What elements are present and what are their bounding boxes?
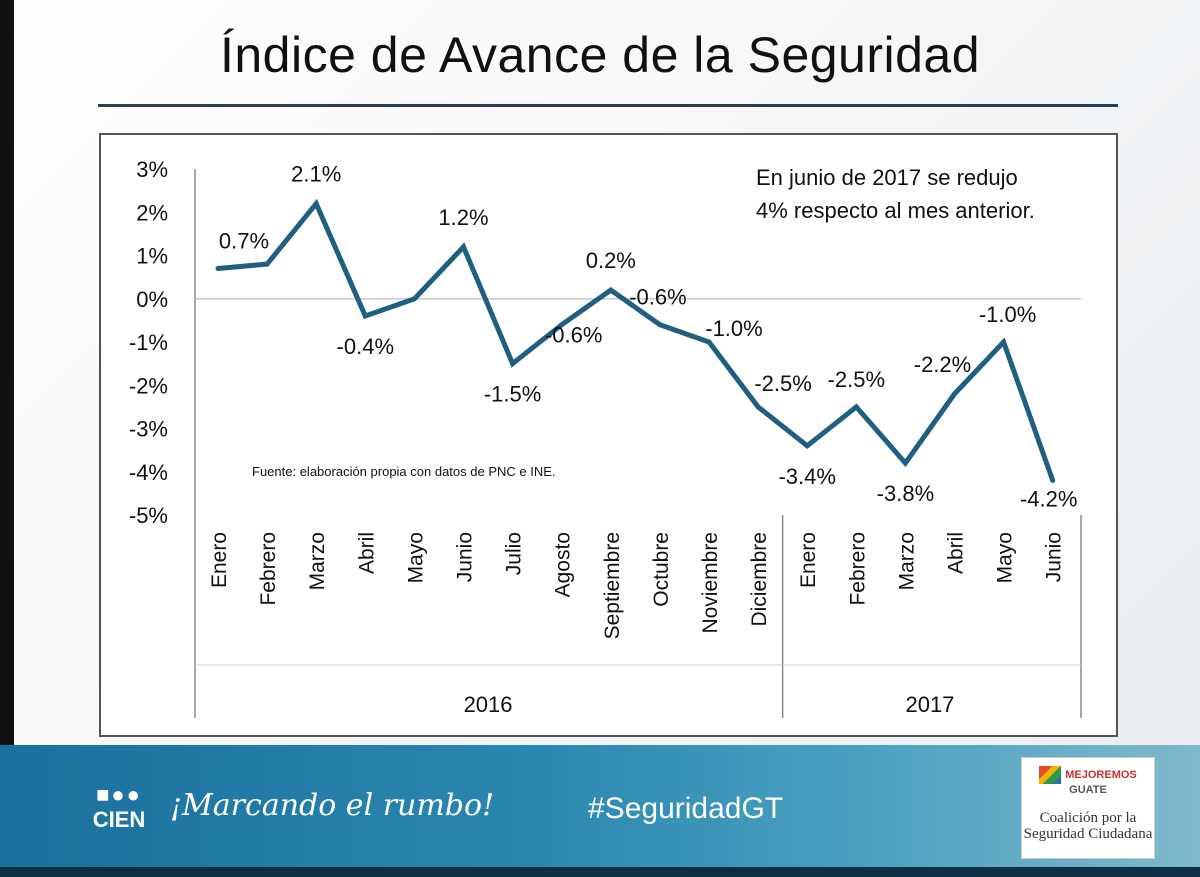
footer-bottom-strip xyxy=(0,867,1200,877)
data-point xyxy=(411,296,417,302)
data-point xyxy=(608,287,614,293)
group-label: 2017 xyxy=(905,692,954,717)
data-label: -3.4% xyxy=(778,464,835,489)
series-line xyxy=(217,198,1056,482)
data-point xyxy=(362,313,368,319)
data-label: -1.0% xyxy=(979,302,1036,327)
page-title: Índice de Avance de la Seguridad xyxy=(219,27,981,83)
cien-logo: ■●● CIEN xyxy=(82,782,156,836)
x-tick-label: Marzo xyxy=(895,532,918,590)
x-tick-label: Febrero xyxy=(846,532,869,606)
data-label: -1.0% xyxy=(705,316,762,341)
data-label: -0.4% xyxy=(337,334,394,359)
left-edge-strip xyxy=(0,0,14,877)
x-tick-label: Diciembre xyxy=(748,532,771,627)
data-label: -3.8% xyxy=(877,481,934,506)
x-tick-label: Febrero xyxy=(257,532,280,606)
data-point xyxy=(510,361,516,367)
y-tick-label: -5% xyxy=(129,503,168,528)
data-point xyxy=(952,391,957,397)
annotation-text: En junio de 2017 se redujo xyxy=(756,165,1018,190)
cien-logo-mark: ■●● xyxy=(96,782,142,807)
y-tick-label: 0% xyxy=(136,287,168,312)
coalition-line-2: Seguridad Ciudadana xyxy=(1023,826,1153,842)
data-point xyxy=(215,265,221,271)
data-label: -1.5% xyxy=(484,382,541,407)
x-tick-label: Marzo xyxy=(306,532,329,590)
data-point xyxy=(706,339,712,345)
y-tick-label: -4% xyxy=(129,460,168,485)
mejoremos-text: MEJOREMOS xyxy=(1065,768,1137,781)
x-tick-label: Junio xyxy=(1043,532,1066,582)
data-point xyxy=(755,404,761,410)
data-point xyxy=(804,443,810,449)
coalition-line-1: Coalición por la xyxy=(1039,810,1137,826)
source-note: Fuente: elaboración propia con datos de … xyxy=(252,464,556,479)
coalition-text: Coalición por la Seguridad Ciudadana xyxy=(1022,810,1154,842)
x-tick-label: Octubre xyxy=(650,532,673,607)
x-tick-label: Mayo xyxy=(404,532,427,583)
title-underline xyxy=(98,104,1118,107)
data-point xyxy=(853,404,859,410)
x-tick-label: Mayo xyxy=(994,532,1017,583)
y-tick-label: -1% xyxy=(129,330,168,355)
data-label: -0.6% xyxy=(629,285,686,310)
y-tick-label: 2% xyxy=(136,200,168,225)
y-tick-label: -2% xyxy=(129,373,168,398)
x-tick-label: Noviembre xyxy=(699,532,722,634)
hashtag: #SeguridadGT xyxy=(588,792,784,825)
cien-logo-text: CIEN xyxy=(92,807,146,832)
data-label: -2.5% xyxy=(754,371,811,396)
x-tick-label: Enero xyxy=(797,532,820,588)
slogan: ¡Marcando el rumbo! xyxy=(170,788,495,823)
guate-text: GUATE xyxy=(1069,784,1107,796)
x-tick-label: Abril xyxy=(355,532,378,574)
data-label: 0.2% xyxy=(586,248,636,273)
data-point xyxy=(1001,339,1007,345)
x-tick-label: Septiembre xyxy=(601,532,624,639)
data-label: -2.2% xyxy=(914,352,971,377)
data-point xyxy=(657,322,663,328)
x-tick-label: Julio xyxy=(503,532,526,575)
data-label: 0.7% xyxy=(219,228,269,253)
x-tick-label: Junio xyxy=(454,532,477,582)
data-point xyxy=(1050,477,1056,483)
partner-logo-box: MEJOREMOS GUATE Coalición por la Segurid… xyxy=(1021,757,1155,859)
data-point xyxy=(559,322,565,328)
data-label: -2.5% xyxy=(828,367,885,392)
mejoremos-guate-logo: MEJOREMOS GUATE xyxy=(1022,766,1154,796)
y-tick-label: 1% xyxy=(136,244,168,269)
x-tick-label: Enero xyxy=(208,532,231,588)
y-tick-label: 3% xyxy=(136,157,168,182)
group-label: 2016 xyxy=(464,692,513,717)
data-point xyxy=(461,244,466,250)
data-point xyxy=(313,201,319,207)
annotation-text: 4% respecto al mes anterior. xyxy=(756,198,1035,223)
data-label: -4.2% xyxy=(1020,486,1077,511)
x-tick-label: Agosto xyxy=(552,532,575,597)
footer-banner xyxy=(0,745,1200,867)
y-tick-label: -3% xyxy=(129,417,168,442)
flag-icon xyxy=(1039,766,1062,784)
x-tick-label: Abril xyxy=(945,532,968,574)
data-point xyxy=(264,261,270,267)
data-label: -0.6% xyxy=(545,323,602,348)
data-point xyxy=(902,460,908,466)
data-label: 2.1% xyxy=(291,162,341,187)
chart-frame xyxy=(99,133,1118,737)
data-label: 1.2% xyxy=(438,205,488,230)
